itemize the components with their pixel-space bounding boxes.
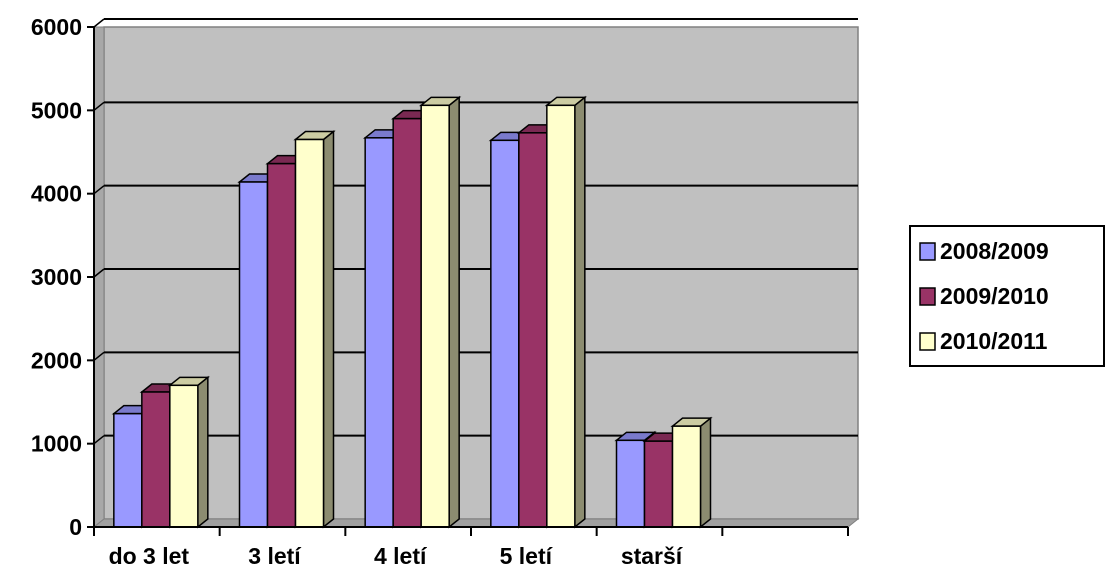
legend-swatch [919,242,936,261]
bar [167,375,210,529]
y-tick-label: 6000 [31,14,82,40]
bar-front [546,104,576,528]
y-tick-label: 0 [69,514,82,540]
x-category-label: 4 letí [374,543,428,569]
bar-front [392,117,422,528]
bar-side [574,95,586,529]
x-category-label: 5 letí [500,543,554,569]
gridline-side [93,185,105,195]
bar-side [448,95,460,529]
bar-front [266,162,297,528]
y-tick-label: 1000 [31,431,82,457]
bar [670,416,713,529]
y-tick-label: 4000 [31,181,82,207]
bar-front [169,384,199,528]
bar-side [197,375,209,529]
legend-box [909,225,1105,367]
bar-side [322,129,335,529]
legend-label: 2009/2010 [940,283,1049,309]
bar [293,129,336,529]
legend-swatch [919,332,936,351]
gridline-side [93,435,105,445]
gridline-side [93,268,105,278]
legend: 2008/2009 2009/2010 2010/2011 [909,225,1105,367]
bar-front [490,139,520,528]
bars [111,95,713,529]
y-tick-label: 2000 [31,347,82,373]
legend-swatch [919,287,936,306]
bar [544,95,587,529]
gridline-side [93,351,105,361]
y-tick-label: 3000 [31,264,82,290]
plot-area [92,18,860,529]
plot-floor [92,518,860,528]
y-tick-label: 5000 [31,97,82,123]
gridline-side [93,18,105,28]
bar-front [518,132,548,528]
bar-front [238,181,269,528]
bar-side [699,416,712,529]
axes: 0 1000 2000 3000 4000 5000 6000 do 3 let 3 letí 4… [31,14,849,569]
legend-label: 2010/2011 [940,328,1048,354]
bar-front [615,439,646,528]
bar-front [643,440,674,528]
gridline-side [93,101,105,111]
bar-front [141,391,171,528]
x-category-label: 3 letí [248,543,302,569]
x-category-label: do 3 let [109,543,190,569]
bar-front [671,425,702,528]
bar-front [294,138,325,528]
bar-front [113,412,143,528]
x-category-label: starší [621,543,684,569]
plot-background [103,26,859,520]
bar-front [364,137,394,528]
legend-label: 2008/2009 [940,238,1049,264]
bar [419,95,462,529]
bar-front [420,104,450,528]
plot-side-wall [93,26,105,529]
